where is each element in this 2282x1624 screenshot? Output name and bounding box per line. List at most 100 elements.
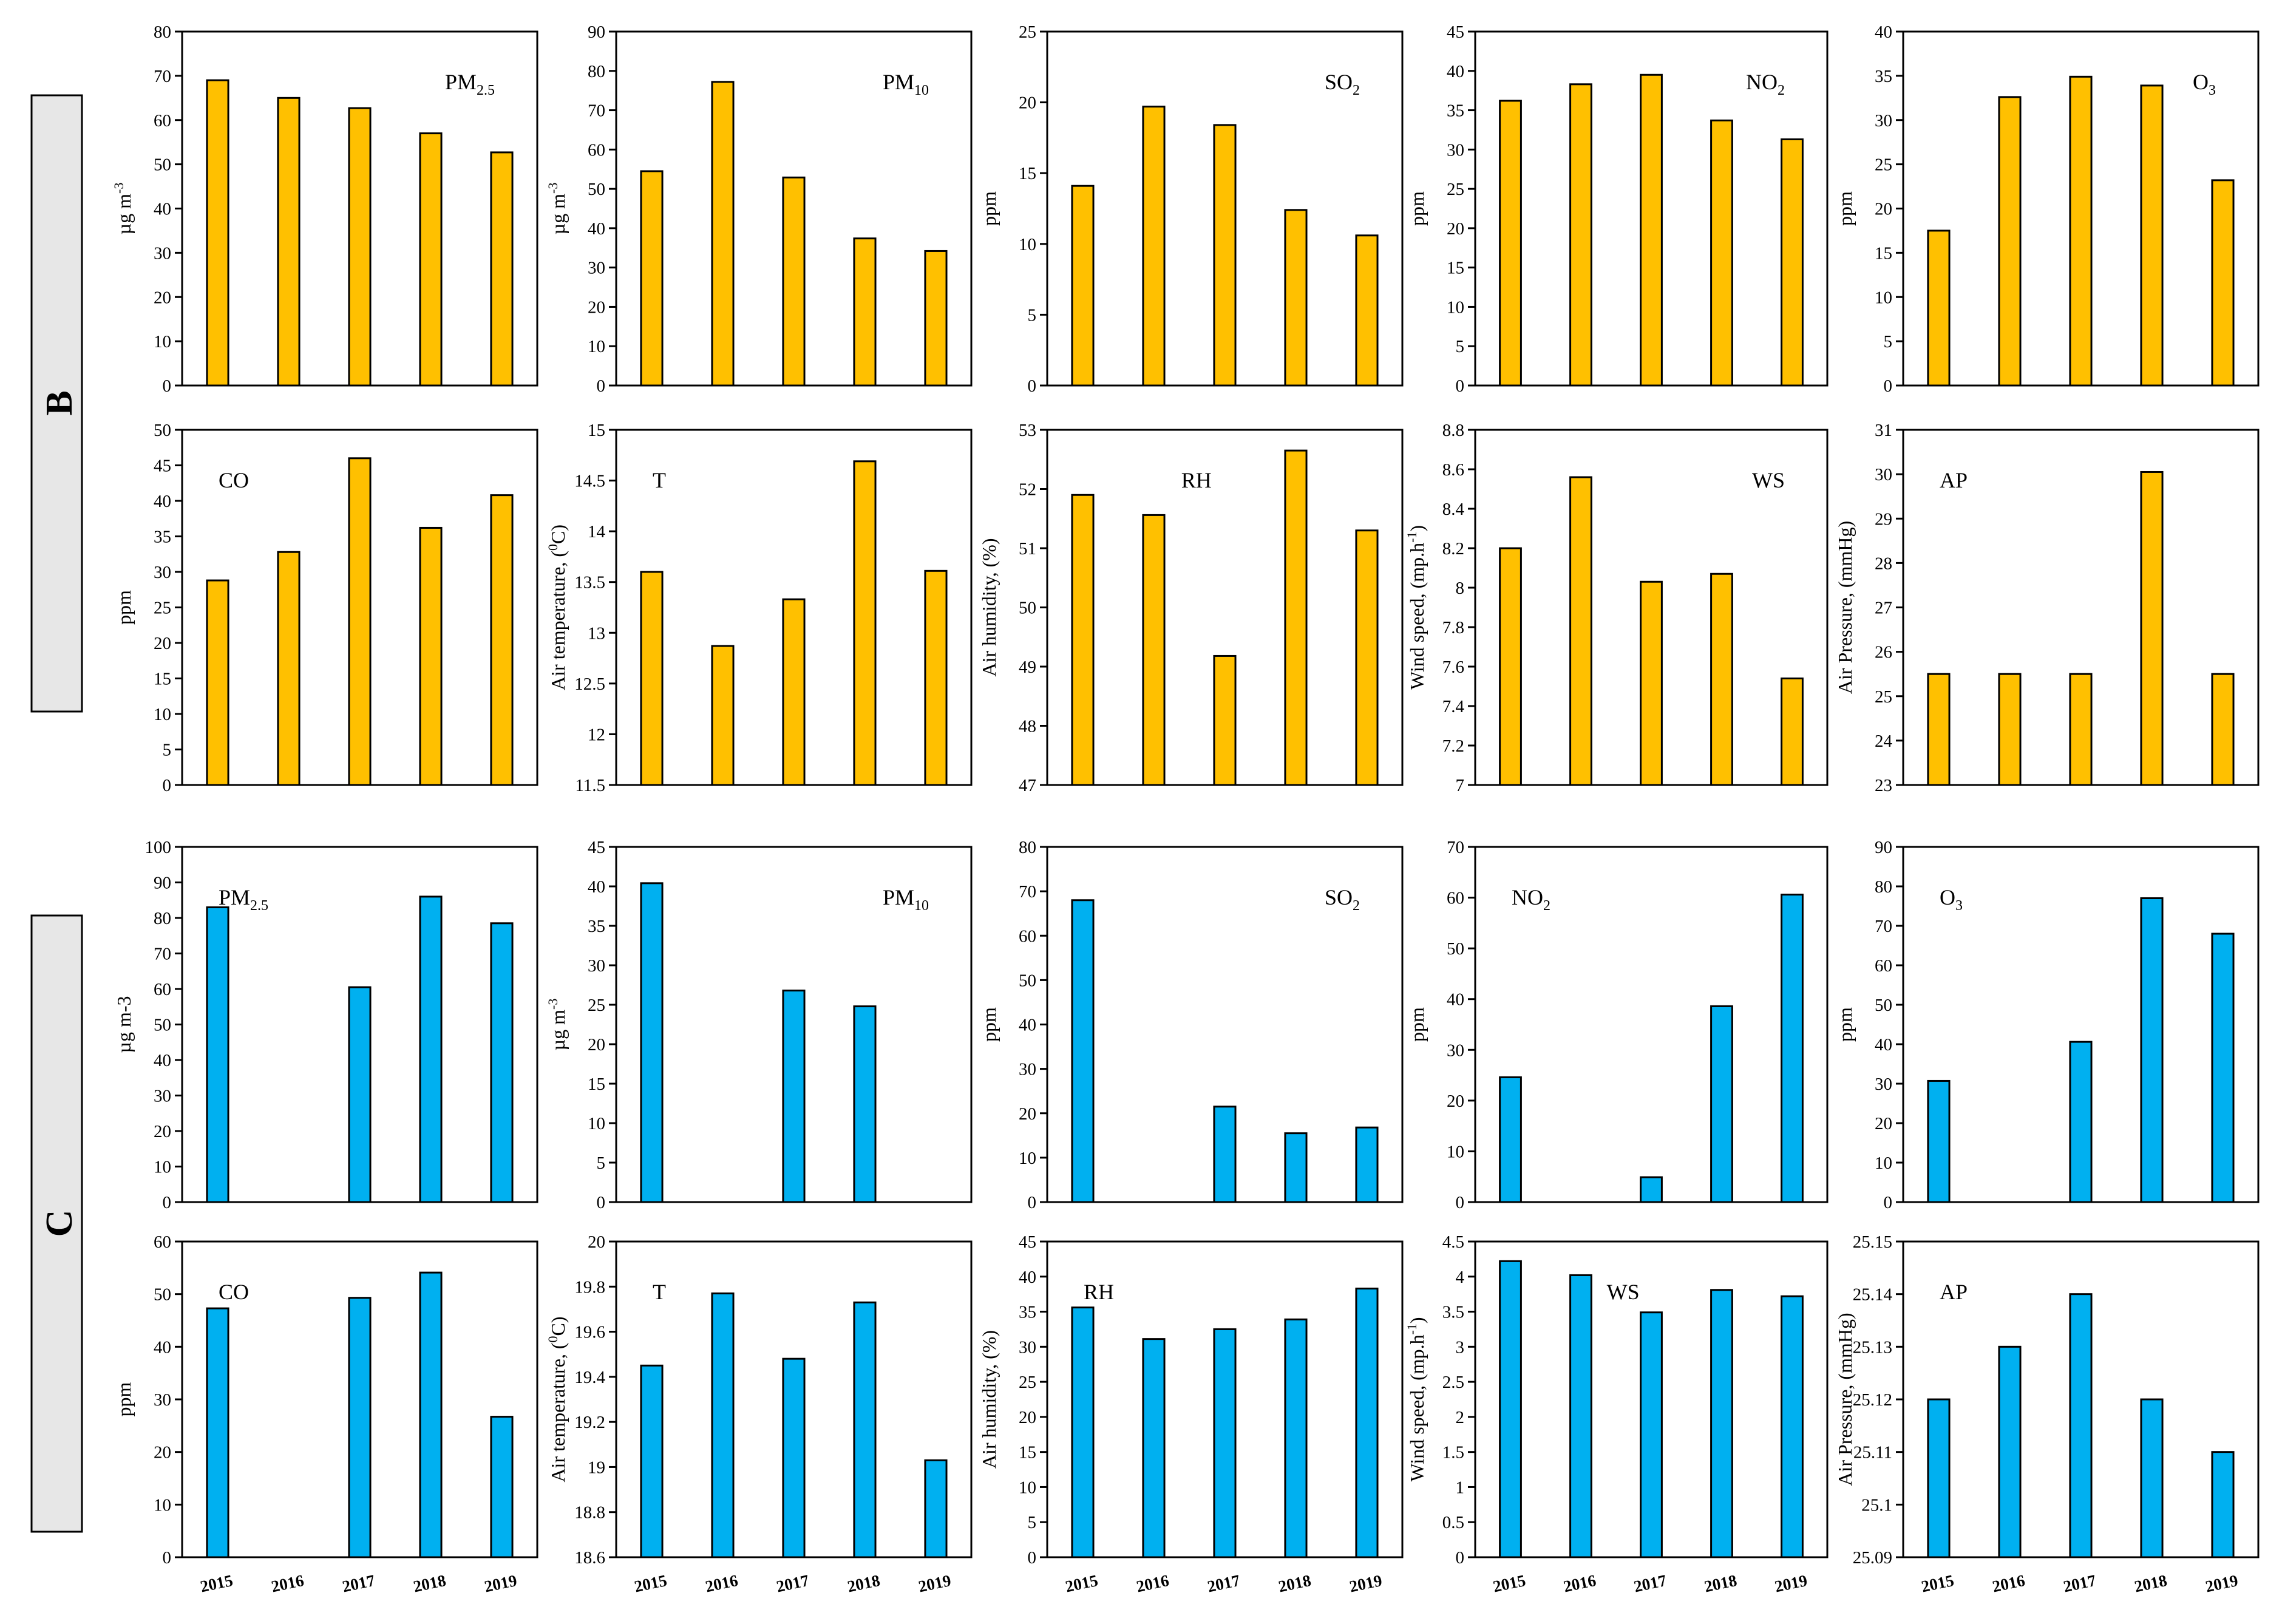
- bar-2018: [853, 460, 877, 786]
- bar-2016: [711, 81, 735, 387]
- y-tick-label: 15: [1019, 1443, 1036, 1463]
- y-tick-label: 0: [1456, 1193, 1465, 1212]
- y-tick-label: 25: [1447, 180, 1464, 199]
- y-tick-label: 90: [154, 874, 171, 893]
- bar-2017: [1640, 580, 1663, 786]
- y-tick-label: 15: [1019, 164, 1036, 183]
- bar-2015: [206, 906, 229, 1203]
- bar-2015: [206, 579, 229, 786]
- y-tick-label: 25.14: [1853, 1285, 1893, 1305]
- y-tick-label: 60: [1447, 889, 1464, 908]
- bar-2015: [640, 882, 664, 1203]
- bar-2019: [490, 151, 514, 387]
- bar-2016: [1998, 1345, 2022, 1558]
- y-tick-label: 20: [588, 297, 605, 317]
- y-tick-label: 70: [1447, 838, 1464, 857]
- y-tick-label: 40: [1019, 1268, 1036, 1287]
- y-tick-label: 27: [1875, 599, 1892, 618]
- chart-title: WS: [1607, 1280, 1640, 1304]
- bar-2015: [640, 1364, 664, 1558]
- y-tick-label: 8.4: [1442, 500, 1465, 519]
- chart-title: RH: [1084, 1280, 1114, 1304]
- chart-title: CO: [219, 1280, 249, 1304]
- y-tick-label: 26: [1875, 643, 1892, 662]
- y-tick-label: 4.5: [1442, 1232, 1464, 1252]
- y-tick-label: 30: [1447, 140, 1464, 160]
- x-tick-label: 2017: [1206, 1571, 1241, 1596]
- y-axis-label: Air temperature, (0C): [545, 1316, 569, 1482]
- bar-2015: [1927, 673, 1951, 786]
- y-tick-label: 40: [1447, 990, 1464, 1010]
- bar-2017: [1213, 1328, 1237, 1558]
- y-axis-label: ppm: [113, 590, 135, 625]
- y-tick-label: 60: [1875, 956, 1892, 976]
- bar-2019: [1781, 894, 1804, 1203]
- chart-18: 0 5 10 15 20 25 30 35 40 45 2015 2016 2017 2018 2019 RH…: [978, 1232, 1404, 1596]
- y-tick-label: 50: [1019, 971, 1036, 990]
- bar-2019: [924, 250, 948, 387]
- y-tick-label: 40: [1019, 1016, 1036, 1035]
- chart-title: AP: [1940, 1280, 1968, 1304]
- y-tick-label: 25: [1019, 22, 1036, 42]
- bar-2015: [1499, 1076, 1522, 1203]
- chart-title: T: [653, 468, 666, 492]
- bar-2016: [711, 645, 735, 786]
- bar-2016: [1569, 476, 1592, 786]
- y-tick-label: 8.8: [1442, 421, 1464, 440]
- y-tick-label: 10: [1875, 1153, 1892, 1173]
- bar-2016: [711, 1292, 735, 1558]
- y-tick-label: 20: [154, 288, 171, 307]
- y-tick-label: 20: [1875, 1114, 1892, 1133]
- chart-title: O3: [2193, 70, 2216, 98]
- bar-2018: [853, 1301, 877, 1558]
- y-tick-label: 35: [1875, 67, 1892, 86]
- y-tick-label: 50: [154, 1016, 171, 1035]
- bar-2018: [1710, 1289, 1733, 1558]
- chart-1: 0 10 20 30 40 50 60 70 80 PM2.5 µg m-3: [111, 22, 538, 396]
- y-tick-label: 23: [1875, 776, 1892, 795]
- y-tick-label: 20: [1875, 200, 1892, 219]
- chart-title: WS: [1752, 468, 1785, 492]
- x-tick-label: 2018: [1703, 1571, 1739, 1596]
- y-tick-label: 51: [1019, 539, 1036, 559]
- y-tick-label: 80: [1019, 838, 1036, 857]
- y-tick-label: 60: [588, 140, 605, 160]
- y-tick-label: 80: [1875, 877, 1892, 897]
- chart-20: 25.09 25.1 25.11 25.12 25.13 25.14 25.15 2015 20…: [1834, 1232, 2260, 1596]
- y-tick-label: 14.5: [574, 472, 605, 491]
- bar-2015: [1071, 494, 1095, 786]
- y-tick-label: 5: [597, 1153, 606, 1173]
- bar-2015: [1499, 547, 1522, 786]
- y-tick-label: 30: [154, 243, 171, 263]
- bar-2019: [490, 1416, 514, 1558]
- y-axis-label: Air Pressure, (mmHg): [1834, 1313, 1856, 1486]
- bar-2017: [348, 986, 372, 1203]
- x-tick-label: 2017: [775, 1571, 810, 1596]
- bar-2017: [2069, 673, 2093, 786]
- x-tick-label: 2016: [1135, 1571, 1170, 1596]
- x-tick-label: 2015: [1064, 1571, 1099, 1596]
- y-tick-label: 30: [1875, 1075, 1892, 1094]
- y-tick-label: 30: [154, 563, 171, 582]
- chart-title: SO2: [1325, 885, 1360, 914]
- y-tick-label: 18.6: [574, 1548, 605, 1568]
- y-tick-label: 0.5: [1442, 1513, 1464, 1532]
- y-tick-label: 18.8: [574, 1503, 605, 1523]
- bar-2016: [1142, 106, 1166, 387]
- y-tick-label: 35: [588, 917, 605, 936]
- x-tick-label: 2019: [483, 1571, 518, 1596]
- y-tick-label: 0: [1028, 376, 1037, 396]
- y-tick-label: 19.4: [574, 1368, 605, 1387]
- y-tick-label: 25.12: [1853, 1390, 1892, 1410]
- y-tick-label: 25: [1875, 687, 1892, 707]
- bar-2017: [1213, 124, 1237, 387]
- y-tick-label: 3: [1456, 1337, 1465, 1357]
- y-tick-label: 10: [588, 337, 605, 356]
- bar-2019: [1355, 1287, 1379, 1558]
- x-tick-label: 2016: [1991, 1571, 2026, 1596]
- bar-2015: [1499, 100, 1522, 387]
- y-tick-label: 45: [154, 457, 171, 476]
- y-tick-label: 100: [145, 838, 172, 857]
- y-tick-label: 52: [1019, 480, 1036, 500]
- x-tick-label: 2017: [341, 1571, 376, 1596]
